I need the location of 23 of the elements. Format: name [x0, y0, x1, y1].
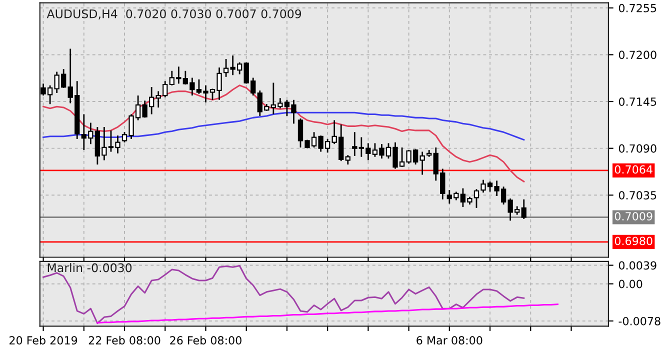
candlestick [521, 198, 526, 220]
y-tick-label: 0.7090 [618, 144, 656, 153]
y-tick-label: 0.7200 [618, 50, 656, 60]
y-tick-label: 0.0039 [618, 261, 656, 270]
y-tick-label: 0.00 [618, 280, 642, 288]
x-tick-label: 26 Feb 08:00 [170, 336, 242, 345]
y-tick-label: 0.7255 [618, 4, 656, 12]
line-series [42, 264, 525, 324]
candlestick [474, 188, 480, 209]
y-tick-label: 0.7035 [618, 191, 656, 200]
ref-line-label: 0.6980 [614, 236, 652, 246]
ref-line-label: 0.7009 [614, 212, 652, 220]
candlestick [352, 131, 358, 157]
y-tick-label: -0.0078 [618, 316, 660, 326]
ref-line-label: 0.7064 [614, 165, 652, 174]
x-tick-label: 22 Feb 08:00 [88, 336, 160, 345]
chart-title: Marlin -0.0030 [48, 263, 132, 272]
candlestick [345, 154, 350, 166]
line-series [96, 304, 558, 324]
x-tick-label: 20 Feb 2019 [10, 336, 78, 345]
x-tick-label: 6 Mar 08:00 [416, 336, 482, 345]
y-tick-label: 0.7145 [618, 97, 656, 106]
chart-title: AUDUSD,H4 0.7020 0.7030 0.7007 0.7009 [46, 9, 302, 20]
